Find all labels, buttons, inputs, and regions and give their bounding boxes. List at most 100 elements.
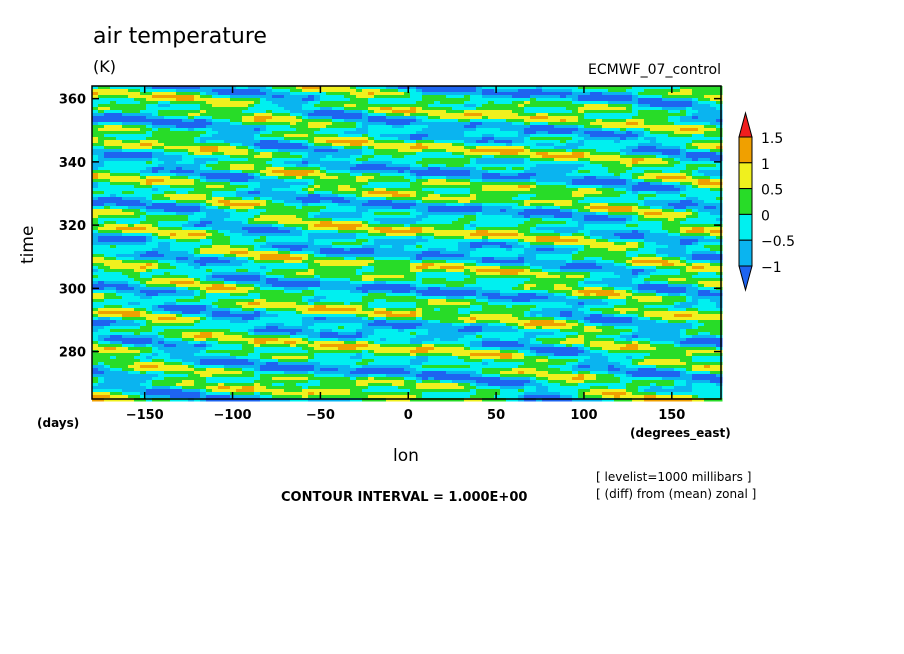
heatmap-cell bbox=[644, 131, 651, 135]
heatmap-cell bbox=[332, 206, 339, 210]
heatmap-cell bbox=[434, 167, 441, 171]
heatmap-cell bbox=[290, 185, 297, 189]
heatmap-cell bbox=[686, 203, 693, 207]
heatmap-cell bbox=[542, 179, 549, 183]
heatmap-cell bbox=[608, 206, 615, 210]
heatmap-cell bbox=[644, 179, 651, 183]
heatmap-cell bbox=[356, 107, 363, 111]
heatmap-cell bbox=[428, 227, 435, 231]
heatmap-cell bbox=[182, 113, 189, 117]
heatmap-cell bbox=[368, 188, 375, 192]
heatmap-cell bbox=[104, 98, 111, 102]
heatmap-cell bbox=[374, 173, 381, 177]
heatmap-cell bbox=[452, 209, 459, 213]
heatmap-cell bbox=[710, 131, 717, 135]
heatmap-cell bbox=[416, 161, 423, 165]
heatmap-cell bbox=[248, 218, 255, 222]
heatmap-cell bbox=[674, 146, 681, 150]
heatmap-cell bbox=[584, 179, 591, 183]
heatmap-cell bbox=[530, 119, 537, 123]
heatmap-cell bbox=[110, 212, 117, 216]
heatmap-cell bbox=[542, 224, 549, 228]
heatmap-cell bbox=[554, 224, 561, 228]
heatmap-cell bbox=[566, 212, 573, 216]
heatmap-cell bbox=[518, 95, 525, 99]
heatmap-cell bbox=[674, 170, 681, 174]
heatmap-cell bbox=[584, 86, 591, 90]
heatmap-cell bbox=[296, 149, 303, 153]
heatmap-cell bbox=[380, 143, 387, 147]
heatmap-cell bbox=[380, 140, 387, 144]
heatmap-cell bbox=[284, 218, 291, 222]
heatmap-cell bbox=[236, 128, 243, 132]
heatmap-cell bbox=[110, 158, 117, 162]
heatmap-cell bbox=[272, 185, 279, 189]
heatmap-cell bbox=[656, 116, 663, 120]
heatmap-cell bbox=[278, 125, 285, 129]
heatmap-cell bbox=[320, 128, 327, 132]
heatmap-cell bbox=[128, 209, 135, 213]
heatmap-cell bbox=[572, 143, 579, 147]
heatmap-cell bbox=[716, 167, 723, 171]
heatmap-cell bbox=[542, 134, 549, 138]
heatmap-cell bbox=[524, 170, 531, 174]
heatmap-cell bbox=[296, 128, 303, 132]
heatmap-cell bbox=[128, 137, 135, 141]
heatmap-cell bbox=[548, 140, 555, 144]
heatmap-cell bbox=[212, 158, 219, 162]
heatmap-cell bbox=[614, 149, 621, 153]
heatmap-cell bbox=[146, 128, 153, 132]
heatmap-cell bbox=[476, 149, 483, 153]
heatmap-cell bbox=[206, 89, 213, 93]
heatmap-cell bbox=[158, 122, 165, 126]
heatmap-cell bbox=[248, 119, 255, 123]
heatmap-cell bbox=[482, 179, 489, 183]
heatmap-cell bbox=[338, 212, 345, 216]
heatmap-cell bbox=[260, 104, 267, 108]
heatmap-cell bbox=[410, 209, 417, 213]
heatmap-cell bbox=[428, 107, 435, 111]
heatmap-cell bbox=[248, 158, 255, 162]
heatmap-cell bbox=[458, 218, 465, 222]
heatmap-cell bbox=[452, 155, 459, 159]
heatmap-cell bbox=[200, 182, 207, 186]
heatmap-cell bbox=[686, 131, 693, 135]
heatmap-cell bbox=[524, 197, 531, 201]
heatmap-cell bbox=[422, 152, 429, 156]
heatmap-cell bbox=[578, 89, 585, 93]
heatmap-cell bbox=[698, 218, 705, 222]
heatmap-cell bbox=[566, 209, 573, 213]
heatmap-cell bbox=[224, 224, 231, 228]
heatmap-cell bbox=[218, 227, 225, 231]
heatmap-cell bbox=[674, 224, 681, 228]
heatmap-cell bbox=[248, 167, 255, 171]
heatmap-cell bbox=[470, 167, 477, 171]
heatmap-cell bbox=[218, 140, 225, 144]
heatmap-cell bbox=[542, 98, 549, 102]
heatmap-cell bbox=[530, 143, 537, 147]
heatmap-cell bbox=[212, 125, 219, 129]
heatmap-cell bbox=[278, 158, 285, 162]
heatmap-cell bbox=[92, 131, 99, 135]
heatmap-field bbox=[92, 86, 723, 402]
heatmap-cell bbox=[398, 218, 405, 222]
heatmap-cell bbox=[368, 116, 375, 120]
heatmap-cell bbox=[374, 89, 381, 93]
heatmap-cell bbox=[638, 158, 645, 162]
heatmap-cell bbox=[680, 164, 687, 168]
heatmap-cell bbox=[566, 113, 573, 117]
heatmap-cell bbox=[368, 194, 375, 198]
heatmap-cell bbox=[206, 146, 213, 150]
heatmap-cell bbox=[260, 140, 267, 144]
heatmap-cell bbox=[554, 98, 561, 102]
heatmap-cell bbox=[578, 116, 585, 120]
heatmap-cell bbox=[284, 110, 291, 114]
heatmap-cell bbox=[146, 110, 153, 114]
heatmap-cell bbox=[224, 221, 231, 225]
heatmap-cell bbox=[656, 122, 663, 126]
heatmap-cell bbox=[614, 206, 621, 210]
heatmap-cell bbox=[104, 131, 111, 135]
heatmap-cell bbox=[596, 134, 603, 138]
heatmap-cell bbox=[146, 209, 153, 213]
heatmap-cell bbox=[710, 92, 717, 96]
